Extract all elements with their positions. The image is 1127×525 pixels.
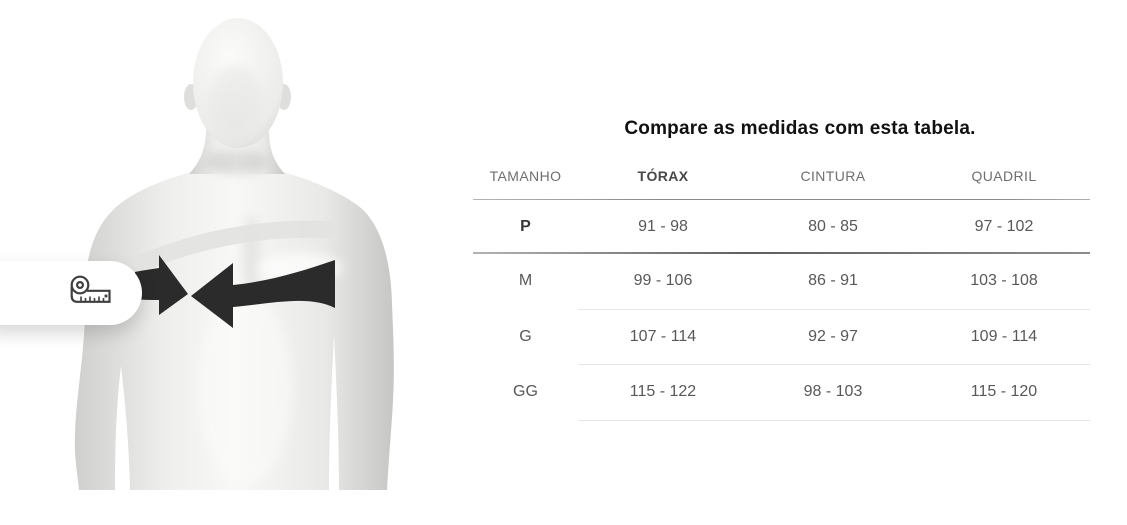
size-label: P xyxy=(520,217,531,235)
quadril-value: 97 - 102 xyxy=(974,217,1034,235)
mannequin-svg xyxy=(74,18,394,490)
cintura-value: 98 - 103 xyxy=(803,383,863,400)
torax-value: 107 - 114 xyxy=(629,327,697,345)
col-header-tamanho: TAMANHO xyxy=(489,168,562,184)
size-label: GG xyxy=(513,383,538,400)
chest-measure-pill[interactable] xyxy=(0,261,142,325)
quadril-value: 103 - 108 xyxy=(970,272,1038,289)
right-arm-gap xyxy=(329,334,339,490)
quadril-value: 109 - 114 xyxy=(970,327,1038,345)
size-chart-table: TAMANHO TÓRAX CINTURA QUADRIL P 91 - 98 … xyxy=(473,152,1090,420)
header-divider xyxy=(473,199,1090,200)
face-shading xyxy=(209,66,261,142)
table-header-row: TAMANHO TÓRAX CINTURA QUADRIL xyxy=(473,152,1090,200)
cintura-value: 80 - 85 xyxy=(808,217,858,235)
table-row-m: M 99 - 106 86 - 91 103 - 108 xyxy=(473,253,1090,309)
col-header-cintura: CINTURA xyxy=(800,168,866,184)
table-row-gg: GG 115 - 122 98 - 103 115 - 120 xyxy=(473,364,1090,420)
row-divider xyxy=(578,364,1090,365)
row-divider xyxy=(578,309,1090,310)
torax-value: 115 - 122 xyxy=(629,383,697,400)
mannequin-illustration xyxy=(55,4,460,492)
cintura-value: 92 - 97 xyxy=(808,327,858,345)
size-chart-title: Compare as medidas com esta tabela. xyxy=(624,118,976,139)
left-arm-gap xyxy=(115,366,130,490)
row-divider xyxy=(578,420,1090,421)
col-header-torax: TÓRAX xyxy=(637,168,689,184)
neck-shadow xyxy=(205,150,269,174)
size-label: M xyxy=(518,272,533,289)
cintura-value: 86 - 91 xyxy=(808,272,858,289)
torax-value: 99 - 106 xyxy=(633,272,693,289)
tape-band-back xyxy=(135,220,334,272)
table-row-g: G 107 - 114 92 - 97 109 - 114 xyxy=(473,309,1090,364)
highlight-row-divider xyxy=(473,252,1090,254)
size-label: G xyxy=(519,327,532,345)
quadril-value: 115 - 120 xyxy=(970,383,1038,400)
col-header-quadril: QUADRIL xyxy=(971,168,1037,184)
table-row-p: P 91 - 98 80 - 85 97 - 102 xyxy=(473,200,1090,253)
torax-value: 91 - 98 xyxy=(638,217,688,235)
measuring-tape-icon xyxy=(70,275,111,303)
torso-highlight xyxy=(197,294,293,484)
chest-band-arrow-left xyxy=(135,255,188,315)
chest-band-arrow-right xyxy=(191,260,335,328)
